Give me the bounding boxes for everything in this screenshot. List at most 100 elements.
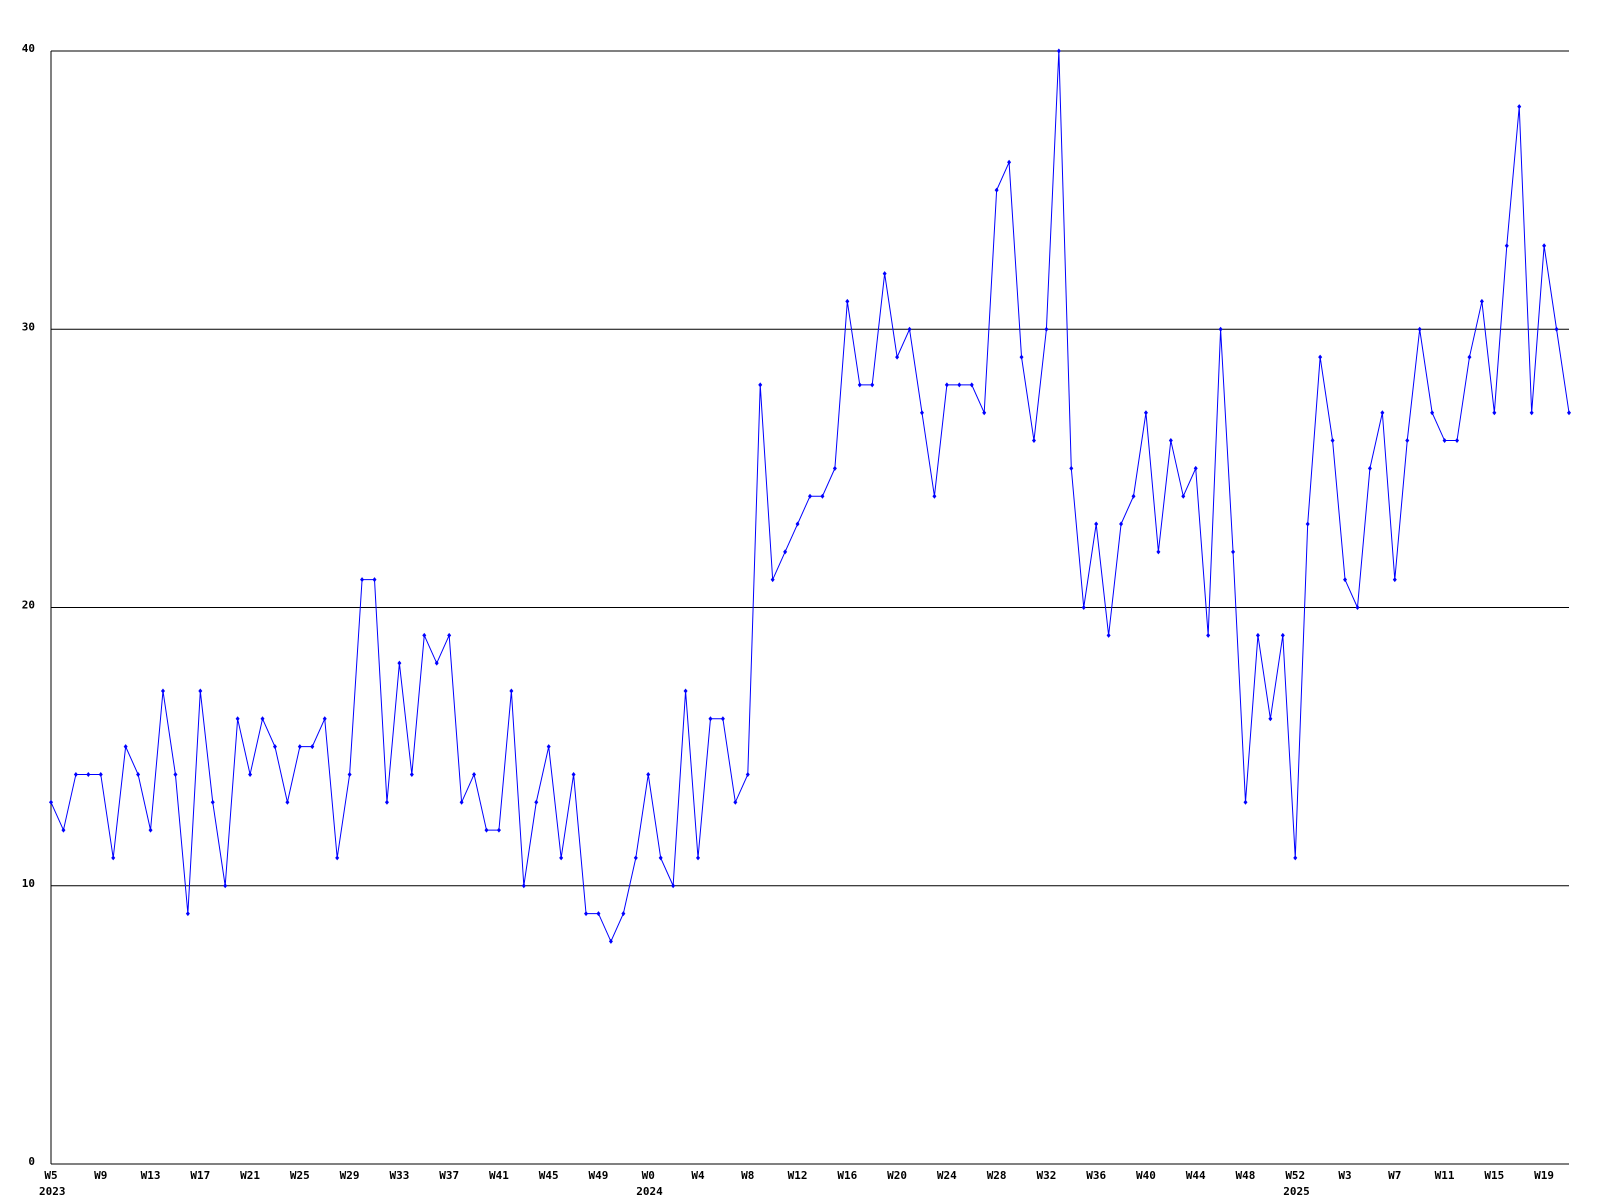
data-point bbox=[447, 632, 452, 638]
data-point bbox=[248, 771, 253, 777]
data-point bbox=[347, 771, 352, 777]
data-point bbox=[297, 744, 302, 750]
data-point bbox=[210, 799, 215, 805]
data-point bbox=[1280, 632, 1285, 638]
data-point bbox=[1355, 605, 1360, 610]
data-point bbox=[1467, 354, 1472, 360]
data-point bbox=[1405, 438, 1410, 444]
data-point bbox=[509, 688, 514, 694]
data-point bbox=[994, 187, 999, 193]
data-point bbox=[173, 771, 178, 777]
data-point bbox=[1031, 438, 1036, 444]
data-point bbox=[61, 827, 66, 833]
data-point bbox=[1156, 549, 1161, 555]
data-point bbox=[919, 410, 924, 416]
y-tick-label: 20 bbox=[22, 599, 35, 612]
data-point bbox=[870, 382, 875, 388]
data-point bbox=[1554, 326, 1559, 332]
data-point bbox=[235, 716, 240, 722]
data-point bbox=[73, 771, 78, 777]
data-point bbox=[1455, 438, 1460, 444]
data-point bbox=[484, 827, 489, 833]
data-point bbox=[1056, 48, 1061, 54]
data-point bbox=[1430, 410, 1435, 416]
data-point bbox=[932, 493, 937, 499]
x-tick-label: W5 bbox=[44, 1169, 57, 1182]
data-point bbox=[969, 382, 974, 388]
data-point bbox=[683, 688, 688, 694]
data-point bbox=[459, 799, 464, 805]
data-point bbox=[1206, 632, 1211, 638]
data-point bbox=[372, 577, 377, 583]
data-point bbox=[223, 883, 228, 889]
x-tick-label: W21 bbox=[240, 1169, 260, 1182]
data-point bbox=[1542, 243, 1547, 249]
data-point bbox=[982, 410, 987, 416]
data-point bbox=[434, 660, 439, 666]
data-point bbox=[1529, 410, 1534, 416]
data-point bbox=[882, 271, 887, 277]
data-point bbox=[1143, 410, 1148, 416]
x-tick-label: W16 bbox=[837, 1169, 857, 1182]
data-point bbox=[1019, 354, 1024, 360]
data-point bbox=[1567, 410, 1571, 416]
data-point bbox=[123, 744, 128, 750]
data-point bbox=[322, 716, 327, 722]
data-point bbox=[1318, 354, 1323, 360]
data-point bbox=[907, 326, 912, 332]
x-tick-label: W4 bbox=[691, 1169, 705, 1182]
y-tick-label: 0 bbox=[28, 1155, 35, 1168]
data-point bbox=[1119, 521, 1124, 527]
data-point bbox=[1442, 438, 1447, 444]
data-point bbox=[1081, 605, 1086, 610]
data-point bbox=[1504, 243, 1509, 249]
data-point bbox=[1193, 465, 1198, 471]
x-tick-label: W44 bbox=[1186, 1169, 1206, 1182]
x-tick-label: W24 bbox=[937, 1169, 957, 1182]
data-point bbox=[534, 799, 539, 805]
x-tick-label: W20 bbox=[887, 1169, 907, 1182]
x-tick-label: W52 bbox=[1285, 1169, 1305, 1182]
y-tick-label: 10 bbox=[22, 877, 35, 890]
data-point bbox=[1330, 438, 1335, 444]
x-tick-label: W8 bbox=[741, 1169, 754, 1182]
data-point bbox=[285, 799, 290, 805]
x-tick-label: W7 bbox=[1388, 1169, 1401, 1182]
data-point bbox=[1131, 493, 1136, 499]
data-point bbox=[1417, 326, 1422, 332]
x-group-label: 2023 bbox=[39, 1185, 66, 1198]
data-point bbox=[148, 827, 153, 833]
data-point bbox=[260, 716, 265, 722]
x-tick-label: W33 bbox=[389, 1169, 409, 1182]
x-tick-label: W12 bbox=[788, 1169, 808, 1182]
data-point bbox=[1106, 632, 1111, 638]
data-point bbox=[1218, 326, 1223, 332]
x-tick-label: W29 bbox=[340, 1169, 360, 1182]
x-tick-label: W48 bbox=[1236, 1169, 1256, 1182]
data-point bbox=[1255, 632, 1260, 638]
data-point bbox=[1044, 326, 1049, 332]
data-point bbox=[397, 660, 402, 666]
data-point bbox=[111, 855, 116, 861]
x-tick-label: W28 bbox=[987, 1169, 1007, 1182]
data-point bbox=[1305, 521, 1310, 527]
data-point bbox=[185, 911, 190, 917]
x-tick-label: W37 bbox=[439, 1169, 459, 1182]
data-point bbox=[696, 855, 701, 861]
y-tick-label: 30 bbox=[22, 320, 35, 333]
data-point bbox=[1517, 104, 1522, 110]
x-tick-label: W36 bbox=[1086, 1169, 1106, 1182]
data-point bbox=[1094, 521, 1099, 527]
data-point bbox=[98, 771, 103, 777]
data-point bbox=[584, 911, 589, 917]
x-tick-label: W11 bbox=[1435, 1169, 1455, 1182]
data-point bbox=[708, 716, 713, 722]
x-tick-label: W19 bbox=[1534, 1169, 1554, 1182]
data-point bbox=[658, 855, 663, 861]
data-point bbox=[1343, 577, 1348, 583]
data-point bbox=[384, 799, 389, 805]
data-point bbox=[596, 911, 601, 917]
data-point bbox=[1367, 465, 1372, 471]
data-point bbox=[1069, 465, 1074, 471]
x-group-label: 2024 bbox=[636, 1185, 663, 1198]
